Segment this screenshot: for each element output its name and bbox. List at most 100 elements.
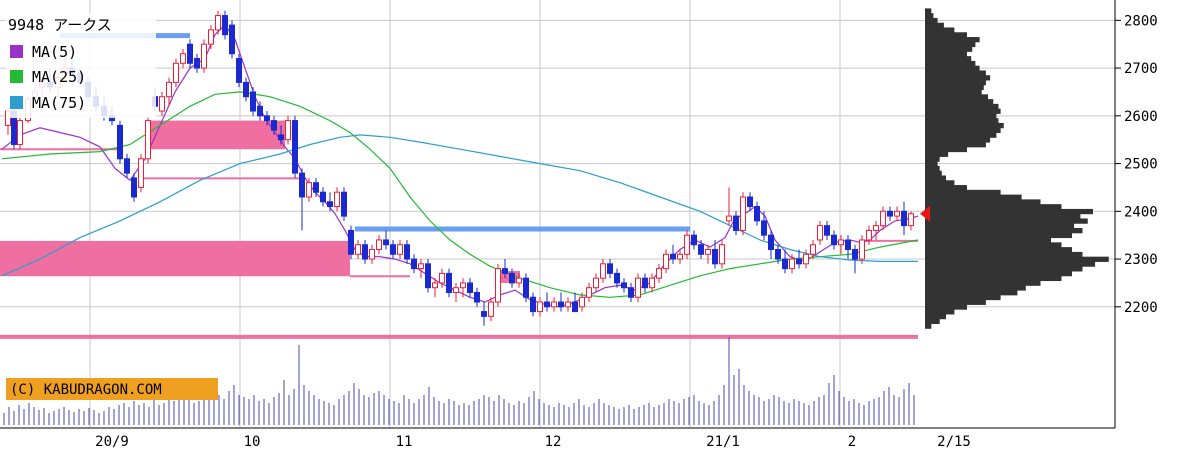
watermark-bg [6,378,218,400]
candle [467,278,473,298]
y-tick-label: 2700 [1124,61,1158,77]
volume-profile [925,8,1109,329]
profile-bar [925,313,946,320]
candle-body [285,120,291,141]
candle [698,239,704,260]
candle-body [236,58,242,83]
profile-bar [925,75,991,81]
candle [474,287,480,307]
candle-body [691,234,697,246]
candlesticks [5,10,914,326]
candle [173,58,179,88]
y-tick-label: 2300 [1124,252,1158,268]
candle-body [712,249,718,265]
candle [761,211,767,240]
legend-swatch-ma75 [10,96,23,109]
x-tick-label: 2 [848,434,856,450]
candle [355,239,361,260]
candle-body [558,301,564,308]
candle [754,201,760,226]
profile-bar [925,41,976,48]
profile-bar [925,13,934,19]
candle-body [537,301,543,313]
candle-body [348,229,354,255]
profile-bar [925,70,986,76]
candle [593,273,599,293]
candle [768,230,774,260]
candle [831,230,837,250]
ma-line-ma75 [1,134,918,277]
candle [446,268,452,298]
candle [369,244,375,264]
profile-bar [925,27,955,33]
legend-swatch-ma5 [10,45,23,58]
candle-body [355,244,361,255]
candle-body [607,263,613,274]
candle-body [908,213,914,227]
candle-body [362,244,368,260]
candle-body [824,225,830,236]
candle [201,39,207,73]
profile-bar [925,290,1018,296]
profile-bar [925,80,986,86]
candle [341,187,347,221]
profile-bar [925,175,946,181]
x-tick-label: 10 [244,434,261,450]
candle-body [803,253,809,265]
y-tick-label: 2600 [1124,109,1158,125]
support-zones [0,120,520,283]
candle-body [586,287,592,298]
candle [859,235,865,264]
candle [607,259,613,279]
profile-bar [925,185,967,191]
candle [656,263,662,283]
candle-body [208,29,214,45]
candle-body [229,24,235,55]
profile-bar [925,146,967,153]
candle-body [754,206,760,222]
candle [194,53,200,73]
ma-line-ma25 [1,91,919,298]
candle-body [859,239,865,260]
candle-body [264,115,270,122]
candle-body [334,191,340,208]
candle-body [516,277,522,284]
candle-body [404,244,410,260]
candle-body [789,258,795,270]
candle-body [649,277,655,289]
candle-body [460,282,466,289]
candle [516,273,522,288]
candle [488,297,494,322]
candle-body [544,301,550,308]
candle-body [551,301,557,308]
profile-bar [925,22,944,28]
candle-body [341,191,347,217]
candle [544,292,550,312]
candle-body [740,196,746,231]
candle-body [810,244,816,255]
candle [733,211,739,236]
candle-body [439,272,445,284]
candle [124,154,130,178]
candle-body [474,291,480,303]
candle [796,249,802,269]
candle [383,230,389,250]
profile-bar [925,8,932,14]
legend-title: 9948 アークス [8,16,112,34]
profile-bar [925,170,942,176]
candle-body [215,15,221,31]
profile-bar [925,84,984,91]
candle-body [117,124,123,160]
profile-bar [925,17,938,24]
candle-body [670,253,676,260]
candle-body [397,244,403,255]
y-tick-label: 2500 [1124,157,1158,173]
profile-bar [925,237,1051,243]
candle [271,115,277,135]
y-tick-label: 2400 [1124,204,1158,220]
profile-bar [925,32,967,38]
candle [159,91,165,116]
candle-body [530,296,536,313]
candle [551,297,557,312]
